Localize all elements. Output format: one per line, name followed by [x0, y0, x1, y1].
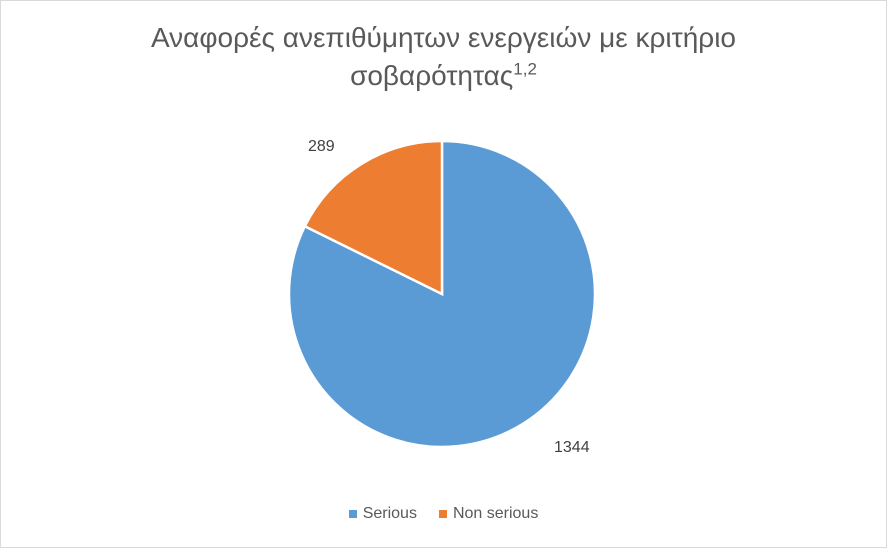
data-label-serious: 1344 — [554, 439, 590, 456]
chart-legend: Serious Non serious — [1, 505, 886, 523]
pie-slice-non-serious — [303, 139, 444, 297]
chart-title: Αναφορές ανεπιθύμητων ενεργειών με κριτή… — [1, 19, 886, 95]
data-label-non-serious: 289 — [308, 138, 335, 155]
legend-label-non-serious: Non serious — [452, 505, 539, 522]
chart-title-superscript: 1,2 — [513, 59, 537, 79]
chart-title-line-2: σοβαρότητας1,2 — [1, 57, 886, 95]
legend-item-serious: Serious — [348, 505, 417, 523]
legend-swatch-serious — [348, 510, 357, 518]
chart-title-line-1: Αναφορές ανεπιθύμητων ενεργειών με κριτή… — [150, 22, 736, 53]
legend-label-serious: Serious — [362, 505, 417, 522]
legend-item-non-serious: Non serious — [438, 505, 539, 523]
legend-swatch-non-serious — [438, 510, 447, 518]
chart-title-line-2-text: σοβαρότητας — [350, 60, 514, 91]
